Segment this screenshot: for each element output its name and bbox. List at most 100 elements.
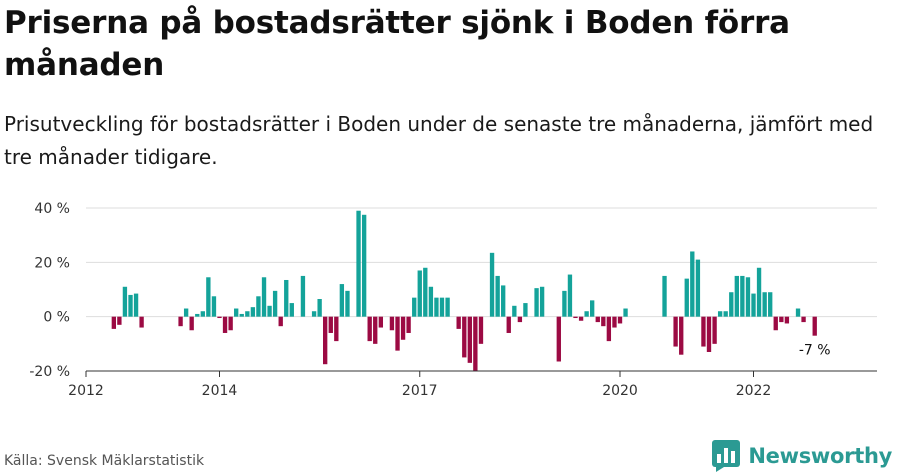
bar [373, 316, 378, 344]
bar [712, 316, 717, 344]
bar-series [111, 210, 817, 371]
x-tick-label: 2020 [602, 383, 638, 399]
bar [245, 311, 250, 317]
bar [623, 308, 628, 317]
bar [690, 251, 695, 317]
brand-name: Newsworthy [748, 444, 892, 468]
bar [467, 316, 472, 363]
bar [462, 316, 467, 358]
bar [740, 275, 745, 317]
bar [768, 292, 773, 317]
bar [578, 316, 584, 321]
bar [367, 316, 372, 342]
bar [189, 316, 194, 331]
bar [300, 275, 306, 317]
bar [773, 316, 778, 331]
bar [439, 297, 445, 317]
bar [389, 316, 395, 331]
bar [812, 316, 817, 336]
bar [745, 277, 751, 317]
y-tick-label: 0 % [43, 310, 70, 326]
bar [334, 316, 339, 342]
bar [473, 316, 478, 371]
bar [590, 300, 595, 317]
bar [501, 285, 506, 317]
bar [734, 275, 739, 317]
bar [684, 278, 689, 317]
bar [795, 308, 801, 317]
bar [400, 316, 406, 340]
bar [701, 316, 706, 347]
bar [395, 316, 400, 351]
bar [567, 274, 573, 317]
bar [617, 316, 623, 324]
bar [206, 277, 211, 317]
bar [133, 293, 139, 317]
bar [284, 279, 289, 317]
bar [729, 292, 734, 317]
bar [762, 292, 767, 317]
newsworthy-logo-icon [712, 440, 741, 472]
bar [539, 286, 545, 317]
bar [378, 316, 384, 328]
bar [478, 316, 484, 344]
annotations: -7 % [799, 343, 831, 359]
bar [679, 316, 684, 355]
bar [695, 259, 701, 317]
bar [361, 214, 367, 317]
bar [417, 270, 422, 317]
bar [117, 316, 122, 325]
bar [178, 316, 183, 327]
bar [606, 316, 612, 342]
bar [506, 316, 511, 333]
bar [311, 311, 317, 317]
bar [756, 267, 762, 317]
x-tick-label: 2014 [202, 383, 238, 399]
last-value-label: -7 % [799, 343, 831, 359]
bar [328, 316, 333, 333]
bar [356, 210, 361, 317]
bar [534, 288, 539, 317]
bar [234, 308, 239, 317]
bar [195, 313, 200, 317]
bar [573, 316, 578, 319]
bar [495, 275, 500, 317]
bar [423, 267, 428, 317]
y-tick-label: -20 % [29, 364, 70, 380]
bar [706, 316, 712, 352]
y-tick-label: 40 % [34, 201, 70, 217]
y-tick-label: 20 % [34, 255, 70, 271]
bar-chart: -20 % 0 % 20 % 40 % 2012 2014 2017 2020 2022 -7… [29, 201, 877, 399]
bar [412, 297, 417, 317]
bar [779, 316, 784, 323]
bar [584, 311, 589, 317]
bar [612, 316, 617, 328]
bar [595, 316, 600, 323]
bar [122, 286, 128, 317]
bar [339, 284, 345, 317]
x-tick-label: 2012 [68, 383, 104, 399]
bar [428, 286, 434, 317]
y-axis: -20 % 0 % 20 % 40 % [29, 201, 70, 380]
bar [200, 311, 205, 317]
bar [445, 297, 450, 317]
bar [111, 316, 117, 329]
bar [456, 316, 461, 329]
bar [673, 316, 678, 347]
bar [434, 297, 439, 317]
bar [784, 316, 790, 324]
bar [261, 277, 267, 317]
bar [211, 296, 217, 317]
x-axis: 2012 2014 2017 2020 2022 [68, 370, 877, 399]
bar [217, 316, 222, 319]
bar [139, 316, 144, 328]
bar [523, 303, 528, 317]
source-note: Källa: Svensk Mäklarstatistik [4, 453, 205, 469]
bar [317, 299, 322, 317]
bar [517, 316, 523, 323]
bar [562, 290, 567, 317]
bar [512, 305, 517, 317]
chart-subtitle: Prisutveckling för bostadsrätter i Boden… [4, 112, 874, 169]
bar [256, 296, 261, 317]
x-tick-label: 2017 [402, 383, 438, 399]
